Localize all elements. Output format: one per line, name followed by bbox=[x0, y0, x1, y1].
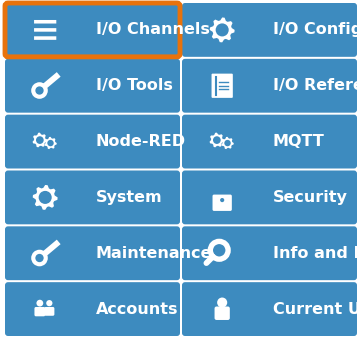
FancyBboxPatch shape bbox=[5, 226, 180, 280]
FancyBboxPatch shape bbox=[215, 306, 230, 320]
FancyBboxPatch shape bbox=[182, 115, 357, 168]
FancyBboxPatch shape bbox=[5, 171, 180, 224]
Text: Current User: Current User bbox=[273, 302, 362, 317]
FancyBboxPatch shape bbox=[34, 28, 56, 32]
Text: I/O Channels: I/O Channels bbox=[96, 22, 210, 37]
Text: MQTT: MQTT bbox=[273, 134, 325, 149]
FancyBboxPatch shape bbox=[212, 195, 232, 211]
Text: I/O Reference: I/O Reference bbox=[273, 78, 362, 93]
Circle shape bbox=[31, 250, 48, 266]
Polygon shape bbox=[210, 133, 224, 147]
Text: I/O Config: I/O Config bbox=[273, 22, 362, 37]
Text: Info and Help: Info and Help bbox=[273, 246, 362, 261]
Polygon shape bbox=[222, 137, 234, 149]
Circle shape bbox=[37, 300, 43, 306]
FancyBboxPatch shape bbox=[182, 282, 357, 336]
Text: Accounts: Accounts bbox=[96, 302, 178, 317]
Text: System: System bbox=[96, 190, 163, 205]
Text: Maintenance: Maintenance bbox=[96, 246, 212, 261]
FancyBboxPatch shape bbox=[5, 115, 180, 168]
Polygon shape bbox=[45, 137, 57, 149]
FancyBboxPatch shape bbox=[5, 3, 180, 57]
Circle shape bbox=[213, 136, 221, 144]
FancyBboxPatch shape bbox=[182, 3, 357, 57]
FancyBboxPatch shape bbox=[182, 171, 357, 224]
Circle shape bbox=[217, 298, 227, 307]
FancyBboxPatch shape bbox=[5, 59, 180, 113]
Circle shape bbox=[47, 140, 54, 146]
FancyBboxPatch shape bbox=[34, 36, 56, 40]
FancyBboxPatch shape bbox=[182, 226, 357, 280]
Circle shape bbox=[224, 140, 231, 146]
Circle shape bbox=[36, 136, 44, 144]
FancyBboxPatch shape bbox=[182, 59, 357, 113]
FancyBboxPatch shape bbox=[44, 307, 54, 316]
Circle shape bbox=[35, 254, 44, 262]
Text: Node-RED: Node-RED bbox=[96, 134, 186, 149]
FancyBboxPatch shape bbox=[5, 282, 180, 336]
Circle shape bbox=[46, 300, 52, 306]
FancyBboxPatch shape bbox=[34, 307, 45, 316]
Text: Security: Security bbox=[273, 190, 348, 205]
Polygon shape bbox=[33, 185, 58, 210]
Polygon shape bbox=[33, 133, 47, 147]
Polygon shape bbox=[38, 240, 60, 260]
Circle shape bbox=[31, 82, 48, 99]
Polygon shape bbox=[210, 18, 235, 42]
Circle shape bbox=[35, 86, 44, 95]
Circle shape bbox=[220, 198, 224, 202]
Text: I/O Tools: I/O Tools bbox=[96, 78, 173, 93]
Polygon shape bbox=[38, 72, 60, 93]
Circle shape bbox=[216, 23, 229, 36]
Circle shape bbox=[39, 191, 52, 204]
FancyBboxPatch shape bbox=[34, 20, 56, 23]
FancyBboxPatch shape bbox=[211, 74, 233, 98]
